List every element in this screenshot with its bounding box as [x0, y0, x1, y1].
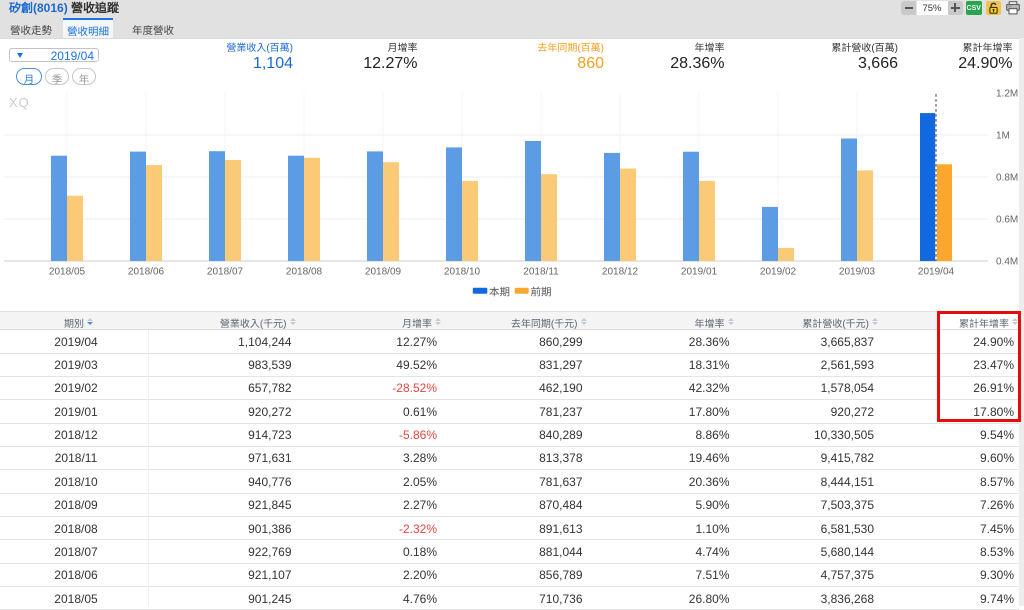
svg-text:2019/02: 2019/02 [760, 267, 797, 278]
svg-text:1.2M: 1.2M [996, 89, 1018, 100]
svg-text:0.4M: 0.4M [996, 257, 1018, 268]
svg-text:本期: 本期 [489, 285, 510, 300]
svg-text:2018/07: 2018/07 [207, 267, 244, 278]
svg-text:2018/11: 2018/11 [523, 267, 559, 278]
svg-text:2018/08: 2018/08 [286, 267, 323, 278]
svg-text:0.8M: 0.8M [996, 173, 1018, 184]
svg-text:前期: 前期 [531, 285, 552, 300]
svg-text:2019/01: 2019/01 [681, 267, 718, 278]
svg-text:2018/06: 2018/06 [128, 267, 165, 278]
svg-text:XQ: XQ [9, 95, 30, 110]
svg-text:2018/10: 2018/10 [444, 267, 481, 278]
svg-text:2019/03: 2019/03 [839, 267, 876, 278]
svg-text:2018/05: 2018/05 [49, 267, 86, 278]
svg-text:1M: 1M [996, 131, 1010, 142]
svg-text:2018/09: 2018/09 [365, 267, 402, 278]
svg-text:0.6M: 0.6M [996, 215, 1018, 226]
svg-text:2018/12: 2018/12 [602, 267, 639, 278]
svg-text:2019/04: 2019/04 [918, 267, 955, 278]
